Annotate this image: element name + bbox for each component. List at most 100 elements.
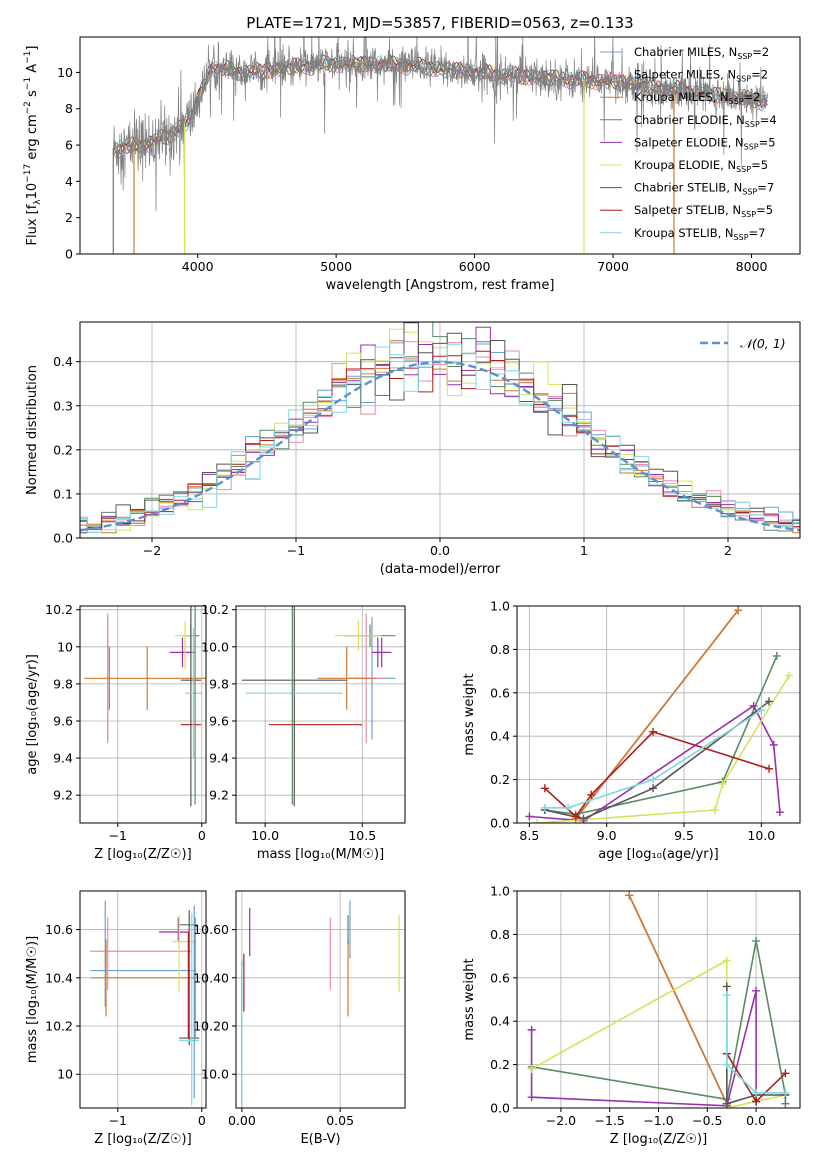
spectrum-xtick-label-3: 7000 — [597, 259, 629, 274]
mass_vs_EBV-xtick-label-0: 0.00 — [228, 1113, 256, 1128]
residuals-ytick-label-1: 0.1 — [53, 486, 73, 501]
spectrum-legend-suffix-7: =5 — [756, 203, 773, 217]
mass-vs-reddening-marks — [241, 900, 400, 1108]
weight_vs_age-marker-5-2 — [718, 779, 727, 788]
spectrum-data-line — [112, 37, 768, 212]
spectrum-legend-suffix-4: =5 — [759, 135, 776, 149]
spectrum-legend-text-3: Chabrier ELODIE, N — [634, 113, 745, 127]
age_vs_Z-ytick-label-2: 9.6 — [53, 713, 73, 728]
age-vs-metallicity-frame — [79, 605, 207, 824]
spectrum-legend-label-8: Kroupa STELIB, NSSP=7 — [634, 226, 765, 242]
mass-vs-reddening-x-label: E(B-V) — [300, 1132, 340, 1147]
weight_vs_Z-xtick-label-4: 0.0 — [746, 1113, 766, 1128]
mass_vs_EBV-xtick-label-1: 0.05 — [326, 1113, 354, 1128]
spectrum-legend-label-6: Chabrier STELIB, NSSP=7 — [634, 181, 774, 197]
residuals-xtick-label-3: 1 — [580, 543, 588, 558]
weight_vs_Z-ytick-label-3: 0.6 — [490, 970, 510, 985]
weight_vs_age-marker-8-2 — [649, 775, 658, 784]
age-vs-mass-frame — [235, 605, 406, 824]
weight_vs_Z-series-2 — [628, 894, 728, 1105]
age-vs-metallicity-marks — [84, 606, 206, 807]
weight_vs_Z-ytick-label-5: 1.0 — [490, 884, 510, 899]
mass_vs_EBV-grid — [236, 891, 405, 1108]
spectrum-legend-suffix-1: =2 — [751, 68, 768, 82]
spectrum-legend-suffix-6: =7 — [757, 181, 774, 195]
weight_vs_age-marker-3-3 — [772, 651, 781, 660]
age_vs_mass-ytick-label-5: 10.2 — [201, 602, 229, 617]
weight-vs-metallicity-x-label: Z [log₁₀(Z/Z☉)] — [610, 1132, 707, 1147]
spectrum-legend-suffix-0: =2 — [752, 45, 769, 59]
residuals-ytick-label-2: 0.2 — [53, 442, 73, 457]
weight_vs_Z-marker-8-3 — [781, 1088, 790, 1097]
residual-y-label: Normed distribution — [25, 365, 40, 495]
residual-marks — [80, 322, 800, 534]
weight_vs_Z-xtick-label-1: −1.5 — [595, 1113, 625, 1128]
residual-hist-c9 — [80, 343, 800, 533]
spectrum-legend-sub-5: SSP — [736, 165, 751, 174]
age-vs-mass-marks — [241, 606, 396, 807]
weight_vs_age-marker-8-1 — [564, 803, 573, 812]
weight_vs_age-marker-4-0 — [525, 812, 534, 821]
weight-vs-age-y-label: mass weight — [462, 673, 477, 755]
spectrum-legend-text-0: Chabrier MILES, N — [634, 45, 737, 59]
weight_vs_age-ytick-label-0: 0.0 — [490, 816, 510, 831]
weight_vs_Z-xtick-label-0: −2.0 — [546, 1113, 576, 1128]
residuals-xtick-label-1: −1 — [287, 543, 305, 558]
mass-vs-metallicity-panel: Z [log₁₀(Z/Z☉)] mass [log₁₀(M/M☉)] −1 0 10… — [25, 890, 207, 1147]
spectrum-legend-sub-1: SSP — [736, 75, 751, 84]
mass-vs-reddening-frame — [235, 890, 406, 1109]
mass-vs-metallicity-marks — [90, 900, 200, 1106]
age_vs_Z-xtick-label-1: 0 — [198, 828, 206, 843]
weight_vs_age-marker-4-3 — [769, 740, 778, 749]
weight_vs_Z-marker-5-1 — [722, 956, 731, 965]
weight_vs_age-xtick-label-3: 10.0 — [747, 828, 775, 843]
spectrum-legend-label-5: Kroupa ELODIE, NSSP=5 — [634, 158, 768, 174]
weight_vs_age-xtick-label-0: 8.5 — [519, 828, 539, 843]
residual-histogram-panel: (data-model)/error Normed distribution 𝒩… — [25, 321, 801, 577]
residual-legend: 𝒩(0, 1) — [700, 336, 786, 351]
weight_vs_Z-marker-4-1 — [527, 1093, 536, 1102]
spectrum-legend-label-7: Salpeter STELIB, NSSP=5 — [634, 203, 773, 219]
weight_vs_age-marker-4-2 — [749, 701, 758, 710]
weight_vs_age-ytick-label-4: 0.8 — [490, 642, 510, 657]
weight_vs_Z-marker-8-2 — [752, 1088, 761, 1097]
weight-vs-age-frame — [516, 605, 801, 824]
spectrum-legend-suffix-2: =2 — [744, 90, 761, 104]
weight_vs_age-xtick-label-1: 9.0 — [597, 828, 617, 843]
weight_vs_Z-series-8 — [726, 995, 786, 1094]
residuals-xtick-label-4: 2 — [724, 543, 732, 558]
normal-curve — [80, 360, 800, 532]
spectrum-xtick-label-4: 8000 — [736, 259, 768, 274]
mass_vs_Z-xtick-label-1: 0 — [198, 1113, 206, 1128]
age_vs_mass-ytick-label-0: 9.2 — [209, 788, 229, 803]
spectrum-legend-label-2: Kroupa MILES, NSSP=2 — [634, 90, 760, 106]
mass_vs_Z-ytick-label-0: 10 — [57, 1067, 73, 1082]
spectrum-y-label: Flux [fλ10−17 erg cm−2 s−1 A−1] — [23, 46, 43, 246]
weight_vs_Z-series-4 — [530, 990, 757, 1107]
weight_vs_age-series-3 — [544, 655, 778, 816]
spectrum-xtick-label-0: 4000 — [182, 259, 214, 274]
weight_vs_Z-marker-7-1 — [752, 1097, 761, 1106]
weight_vs_Z-marker-4-3 — [752, 986, 761, 995]
mass_vs_EBV-ytick-label-1: 10.20 — [193, 1019, 229, 1034]
spectrum-legend-text-4: Salpeter ELODIE, N — [634, 135, 744, 149]
spectrum-legend-text-5: Kroupa ELODIE, N — [634, 158, 736, 172]
weight-vs-metallicity-marks — [527, 891, 790, 1108]
spectrum-legend-label-0: Chabrier MILES, NSSP=2 — [634, 45, 769, 61]
residuals-ytick-label-0: 0.0 — [53, 531, 73, 546]
spectrum-marks — [112, 37, 768, 254]
weight_vs_Z-xtick-label-2: −1.0 — [643, 1113, 673, 1128]
weight_vs_age-marker-4-4 — [775, 808, 784, 817]
weight_vs_age-ytick-label-2: 0.4 — [490, 729, 510, 744]
weight_vs_age-ytick-label-3: 0.6 — [490, 685, 510, 700]
weight_vs_age-marker-7-4 — [765, 764, 774, 773]
weight_vs_age-series-6 — [544, 700, 770, 820]
age-vs-metallicity-x-label: Z [log₁₀(Z/Z☉)] — [94, 847, 191, 862]
spectrum-legend-text-8: Kroupa STELIB, N — [634, 226, 734, 240]
spectrum-xtick-label-1: 5000 — [320, 259, 352, 274]
spectrum-legend-suffix-8: =7 — [749, 226, 766, 240]
age-vs-mass-panel: mass [log₁₀(M/M☉)] 10.0 10.5 9.2 9.4 9.6 9.8 1… — [201, 602, 406, 862]
residuals-ytick-label-4: 0.4 — [53, 354, 73, 369]
